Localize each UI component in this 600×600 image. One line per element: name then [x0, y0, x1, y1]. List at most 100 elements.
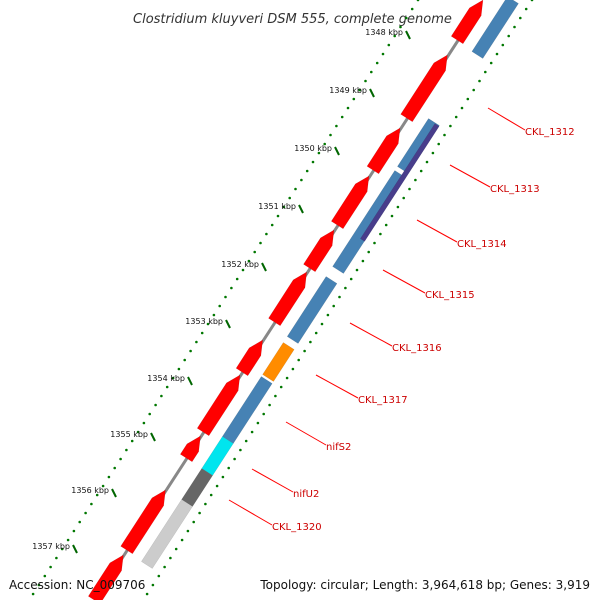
gc-dot-outer — [72, 529, 76, 533]
gc-dot-outer — [90, 502, 93, 506]
gc-dot-outer — [200, 331, 204, 335]
gc-dot-inner — [192, 520, 195, 524]
gc-dot-outer — [393, 34, 397, 38]
gc-dot-inner — [373, 241, 376, 245]
gc-dot-outer — [107, 475, 111, 479]
accession-label: Accession: NC_009706 — [9, 578, 146, 592]
gc-dot-inner — [489, 61, 493, 65]
gc-dot-outer — [241, 268, 245, 272]
tick-mark — [369, 88, 375, 98]
gc-dot-outer — [142, 421, 146, 425]
map-title: Clostridium kluyveri DSM 555, complete g… — [133, 12, 452, 27]
gc-dot-inner — [344, 286, 347, 290]
gc-dot-inner — [332, 304, 336, 308]
gc-dot-outer — [66, 538, 70, 542]
gc-dot-outer — [224, 295, 227, 299]
gc-dot-outer — [206, 322, 210, 326]
gc-dot-outer — [60, 547, 64, 551]
gc-dot-inner — [338, 295, 341, 299]
gc-dot-outer — [37, 583, 41, 587]
gc-dot-inner — [233, 457, 236, 461]
gc-dot-inner — [279, 385, 283, 389]
gc-dot-outer — [305, 169, 309, 173]
tick-marks: 1348 kbp 1349 kbp 1350 kbp 1351 kbp 1352 kbp… — [32, 28, 411, 554]
gc-dot-outer — [300, 178, 303, 182]
gc-dot-outer — [212, 313, 216, 317]
gc-dot-inner — [408, 187, 411, 191]
gc-dot-outer — [370, 70, 373, 74]
gc-dot-inner — [309, 340, 312, 344]
gc-dot-outer — [329, 133, 332, 137]
gc-dot-outer — [183, 358, 186, 362]
tick-label: 1357 kbp — [32, 542, 70, 551]
gc-dot-outer — [270, 223, 274, 227]
cds-arrow — [235, 339, 264, 377]
gc-dot-outer — [84, 511, 87, 515]
gc-dot-inner — [431, 151, 435, 155]
gc-dot-inner — [215, 484, 219, 488]
gc-dot-outer — [253, 250, 256, 254]
gc-dot-outer — [399, 25, 402, 29]
cds-arrow — [303, 229, 335, 273]
tick-label: 1353 kbp — [185, 317, 223, 326]
gc-dot-outer — [113, 466, 116, 470]
gc-dot-inner — [291, 367, 295, 371]
tick-mark — [261, 262, 267, 272]
gc-dot-outer — [119, 457, 122, 461]
gene-label: nifS2 — [326, 442, 351, 453]
cds-arrow — [268, 271, 308, 327]
cds-arrow — [179, 435, 201, 463]
gc-dot-inner — [303, 349, 306, 353]
gc-dot-inner — [507, 34, 511, 38]
gc-dot-outer — [346, 106, 350, 110]
gc-dot-inner — [419, 169, 423, 173]
gc-dot-inner — [239, 448, 242, 452]
gc-dot-outer — [405, 16, 408, 20]
gc-dot-outer — [130, 439, 134, 443]
gc-dot-outer — [311, 160, 315, 164]
gc-dot-inner — [466, 97, 470, 101]
topology-summary: Topology: circular; Length: 3,964,618 bp… — [260, 578, 590, 592]
gc-dot-inner — [355, 268, 359, 272]
gc-dot-inner — [454, 115, 458, 119]
cds-arrow — [450, 0, 484, 45]
gc-dot-outer — [358, 88, 362, 92]
gc-dot-inner — [204, 502, 207, 506]
gc-dot-inner — [437, 142, 441, 146]
gc-dot-inner — [157, 574, 161, 578]
gc-dot-inner — [478, 79, 481, 83]
gene-label: CKL_1320 — [272, 522, 322, 533]
gc-dot-inner — [180, 538, 184, 542]
tick-mark — [150, 432, 156, 442]
tick-mark — [298, 204, 304, 214]
gc-dot-outer — [218, 304, 221, 308]
gene-labels: CKL_1312 CKL_1313 CKL_1314 CKL_1315 CKL_1316… — [228, 107, 575, 533]
gene-label: CKL_1316 — [392, 343, 442, 354]
gc-dot-inner — [262, 412, 266, 416]
gc-dot-outer — [247, 259, 251, 263]
gc-content-dots — [31, 0, 534, 596]
gc-dot-inner — [530, 0, 534, 2]
gc-dot-inner — [390, 214, 394, 218]
gc-dot-inner — [314, 331, 318, 335]
tick-mark — [225, 319, 231, 329]
tick-label: 1351 kbp — [258, 202, 296, 211]
tick-label: 1354 kbp — [147, 374, 185, 383]
gc-dot-outer — [49, 565, 52, 569]
gc-dot-inner — [186, 529, 190, 533]
gene-label: CKL_1313 — [490, 184, 540, 195]
gc-dot-outer — [381, 52, 385, 56]
gc-dot-inner — [274, 394, 277, 398]
gc-dot-inner — [198, 511, 201, 515]
gc-dot-outer — [276, 214, 280, 218]
gc-dot-inner — [379, 232, 382, 236]
gene-track — [141, 0, 519, 569]
gc-dot-outer — [95, 493, 99, 497]
gc-dot-inner — [501, 43, 505, 47]
gene-label: CKL_1314 — [457, 239, 507, 250]
gene-bar — [471, 0, 519, 59]
gc-dot-outer — [148, 412, 151, 416]
gc-dot-inner — [250, 430, 254, 434]
tick-mark — [334, 146, 340, 156]
gene-label: CKL_1315 — [425, 290, 475, 301]
